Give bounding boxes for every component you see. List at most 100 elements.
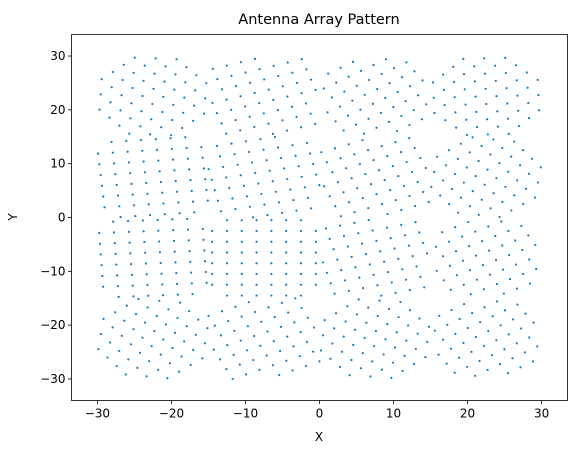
data-point — [388, 81, 391, 85]
data-point — [516, 94, 519, 97]
data-point — [462, 73, 466, 76]
data-point — [416, 332, 419, 335]
data-point — [114, 252, 117, 255]
data-point — [378, 169, 381, 172]
data-point — [119, 215, 122, 219]
data-point — [193, 211, 196, 214]
data-point — [125, 139, 128, 143]
data-point — [150, 118, 153, 121]
data-point — [415, 265, 418, 268]
data-point — [191, 200, 195, 203]
data-point — [211, 101, 214, 105]
data-point — [331, 171, 334, 174]
data-point — [173, 250, 176, 253]
data-point — [315, 173, 318, 176]
data-point — [299, 251, 303, 254]
data-point — [412, 362, 416, 366]
data-point — [171, 118, 174, 122]
data-point — [278, 373, 281, 377]
data-point — [325, 271, 328, 274]
data-point — [286, 335, 289, 338]
data-point — [323, 185, 326, 188]
data-point — [185, 66, 188, 69]
data-point — [154, 138, 157, 141]
data-point — [314, 88, 317, 91]
data-point — [423, 286, 426, 289]
data-point — [215, 112, 219, 115]
data-point — [286, 177, 289, 181]
data-point — [486, 133, 489, 136]
data-point — [491, 315, 494, 318]
data-point — [417, 94, 420, 97]
data-point — [483, 183, 486, 186]
data-point — [285, 294, 288, 297]
data-point — [322, 87, 325, 90]
data-point — [368, 263, 371, 266]
data-point — [271, 132, 275, 135]
data-point — [419, 156, 422, 160]
data-point — [481, 264, 485, 267]
data-point — [489, 153, 492, 156]
data-point — [407, 244, 410, 247]
data-point — [233, 153, 236, 156]
data-point — [158, 240, 161, 243]
chart-title: Antenna Array Pattern — [238, 12, 399, 28]
data-point — [295, 81, 298, 85]
data-point — [300, 306, 303, 310]
data-point — [333, 327, 336, 330]
data-point — [251, 216, 255, 219]
data-point — [148, 214, 152, 217]
data-point — [98, 108, 101, 111]
data-point — [143, 240, 146, 244]
data-point — [468, 151, 471, 154]
data-point — [280, 301, 283, 304]
data-point — [517, 124, 521, 128]
data-point — [350, 255, 353, 258]
data-point — [116, 285, 120, 288]
data-point — [474, 254, 478, 257]
data-point — [501, 200, 504, 203]
data-point — [508, 253, 511, 257]
data-point — [172, 229, 175, 232]
data-point — [226, 344, 229, 347]
data-point — [222, 165, 225, 169]
data-point — [462, 57, 465, 60]
data-point — [483, 72, 487, 75]
data-point — [270, 283, 273, 286]
data-point — [389, 236, 392, 240]
data-point — [99, 93, 102, 96]
data-point — [538, 109, 541, 112]
data-point — [496, 110, 499, 113]
data-point — [182, 111, 185, 114]
data-point — [394, 291, 397, 294]
data-point — [471, 190, 474, 193]
data-point — [312, 350, 315, 353]
data-point — [163, 213, 166, 216]
data-point — [281, 119, 284, 122]
data-point — [343, 279, 347, 282]
data-point — [177, 370, 181, 373]
data-point — [207, 314, 210, 317]
data-point — [354, 123, 358, 126]
data-point — [536, 345, 539, 348]
data-point — [291, 369, 294, 372]
data-point — [119, 109, 122, 112]
data-point — [236, 163, 239, 166]
data-point — [504, 185, 507, 188]
data-point — [369, 183, 373, 186]
data-point — [495, 300, 499, 303]
data-point — [129, 172, 132, 175]
data-point — [128, 132, 131, 135]
data-point — [159, 353, 162, 356]
data-point — [438, 314, 441, 317]
data-point — [204, 97, 207, 100]
data-point — [400, 76, 404, 79]
data-point — [174, 179, 177, 183]
data-point — [309, 78, 313, 81]
data-point — [186, 228, 190, 231]
data-point — [207, 168, 210, 171]
data-point — [330, 96, 333, 99]
data-point — [161, 294, 165, 297]
data-point — [299, 262, 303, 265]
data-point — [334, 205, 337, 208]
